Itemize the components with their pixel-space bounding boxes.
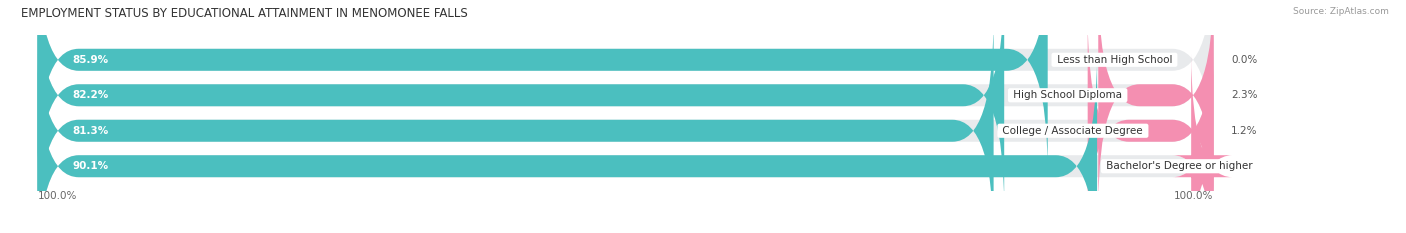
Text: 0.0%: 0.0% <box>1232 55 1257 65</box>
FancyBboxPatch shape <box>1088 17 1213 233</box>
FancyBboxPatch shape <box>38 0 1047 173</box>
FancyBboxPatch shape <box>38 17 1213 233</box>
Text: 100.0%: 100.0% <box>38 191 77 201</box>
Text: 82.2%: 82.2% <box>73 90 110 100</box>
FancyBboxPatch shape <box>38 53 1097 233</box>
Text: 2.3%: 2.3% <box>1232 90 1257 100</box>
FancyBboxPatch shape <box>38 53 1213 233</box>
Text: Source: ZipAtlas.com: Source: ZipAtlas.com <box>1294 7 1389 16</box>
Text: 85.9%: 85.9% <box>73 55 110 65</box>
FancyBboxPatch shape <box>1098 0 1213 209</box>
Text: 90.1%: 90.1% <box>73 161 110 171</box>
Text: EMPLOYMENT STATUS BY EDUCATIONAL ATTAINMENT IN MENOMONEE FALLS: EMPLOYMENT STATUS BY EDUCATIONAL ATTAINM… <box>21 7 468 20</box>
Text: 1.2%: 1.2% <box>1232 126 1257 136</box>
FancyBboxPatch shape <box>38 0 1004 209</box>
Text: 100.0%: 100.0% <box>1174 191 1213 201</box>
Text: 1.5%: 1.5% <box>1232 161 1257 171</box>
FancyBboxPatch shape <box>38 0 1213 173</box>
FancyBboxPatch shape <box>38 17 994 233</box>
Text: Bachelor's Degree or higher: Bachelor's Degree or higher <box>1102 161 1256 171</box>
Text: 81.3%: 81.3% <box>73 126 110 136</box>
FancyBboxPatch shape <box>1173 53 1232 233</box>
Text: High School Diploma: High School Diploma <box>1010 90 1125 100</box>
Text: College / Associate Degree: College / Associate Degree <box>1000 126 1146 136</box>
Text: Less than High School: Less than High School <box>1053 55 1175 65</box>
FancyBboxPatch shape <box>38 0 1213 209</box>
